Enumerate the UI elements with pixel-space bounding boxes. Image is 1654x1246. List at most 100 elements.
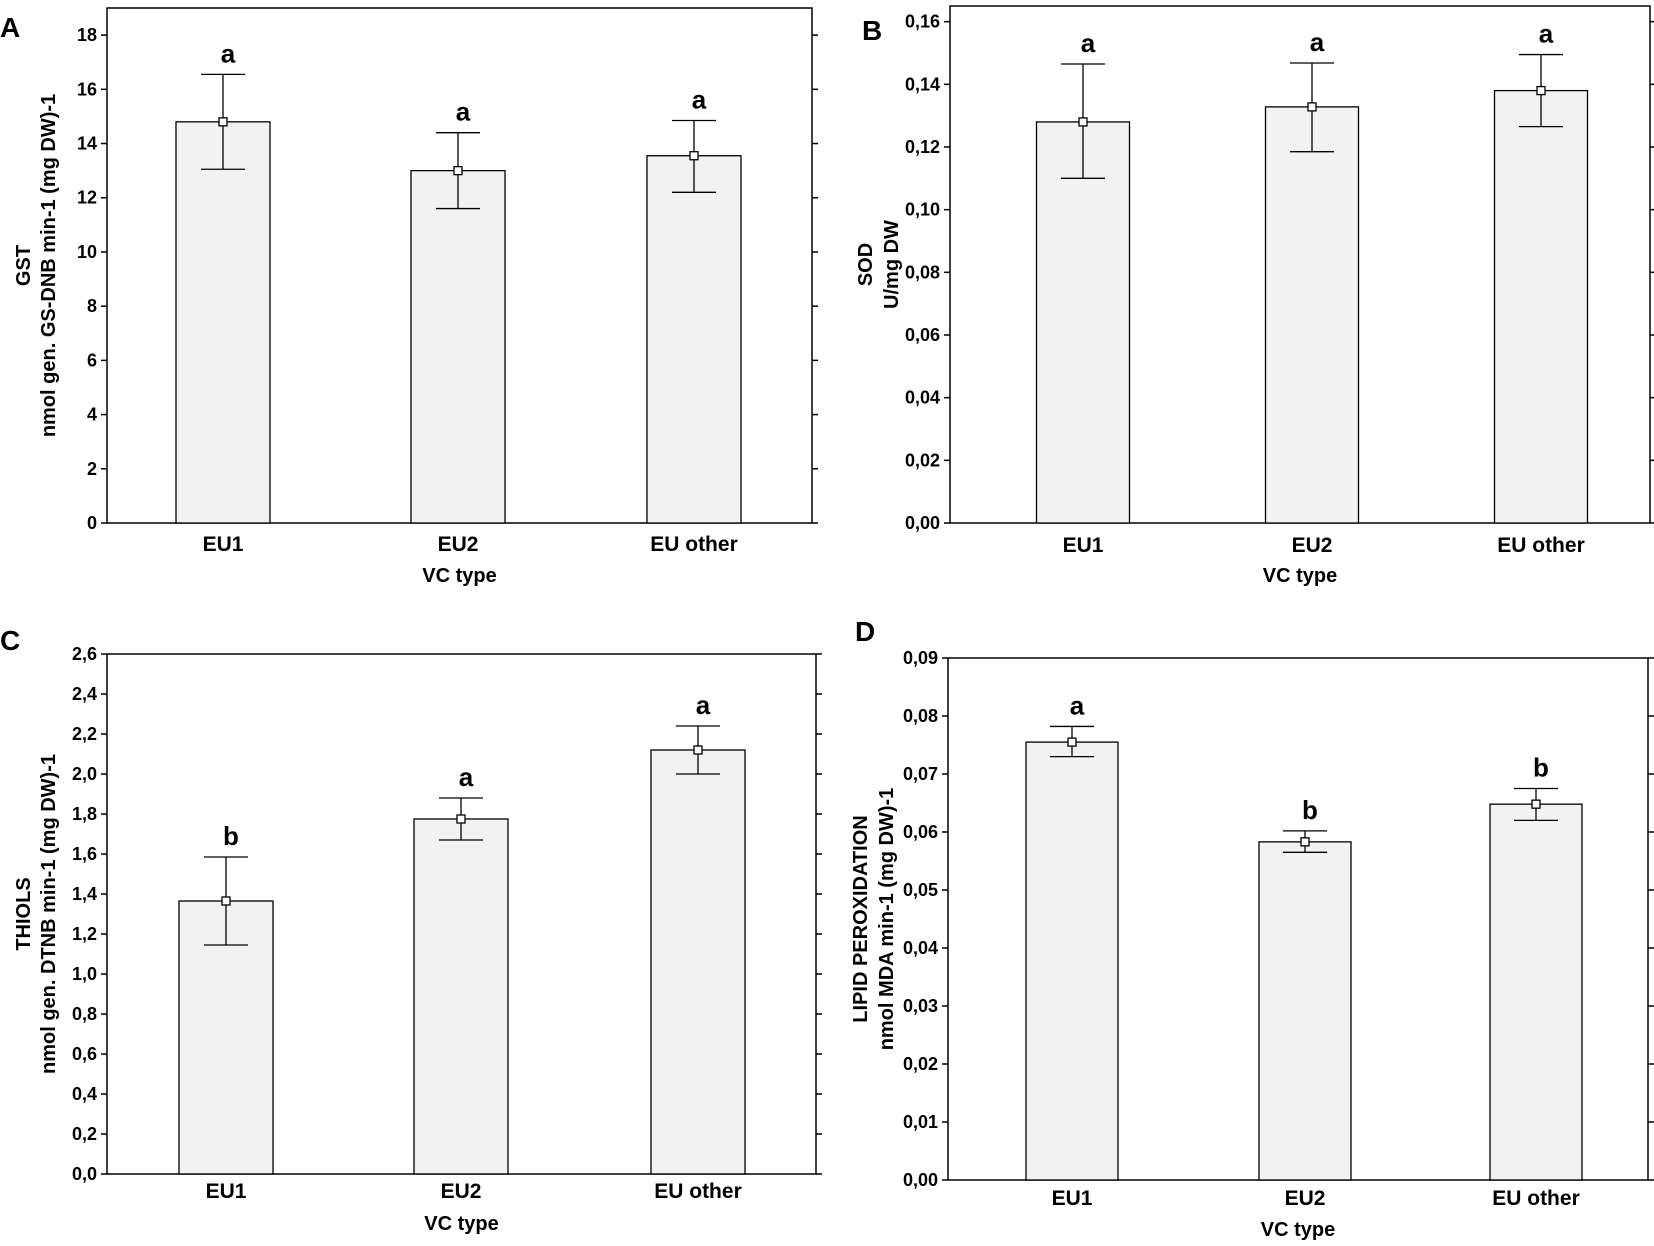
panel-letter: A xyxy=(0,12,20,43)
bar xyxy=(1489,803,1583,1181)
y-tick-label: 1,4 xyxy=(72,884,97,904)
y-tick-label: 0,14 xyxy=(905,74,940,94)
mean-marker xyxy=(693,745,703,755)
y-tick-label: 0,09 xyxy=(903,648,938,668)
y-axis-label: nmol MDA min-1 (mg DW)-1 xyxy=(876,788,898,1051)
category-label: EU2 xyxy=(1292,534,1333,557)
y-tick-label: 16 xyxy=(77,79,97,99)
y-tick-label: 1,8 xyxy=(72,804,97,824)
bar xyxy=(1493,89,1589,524)
significance-letter: a xyxy=(696,690,711,720)
y-tick-label: 0,08 xyxy=(905,262,940,282)
y-tick-label: 10 xyxy=(77,242,97,262)
y-tick-label: 0 xyxy=(87,513,97,533)
y-tick-label: 0,0 xyxy=(72,1164,97,1184)
significance-letter: a xyxy=(221,38,236,68)
category-label: EU1 xyxy=(1052,1187,1093,1210)
y-tick-label: 0,06 xyxy=(903,822,938,842)
panel-a: A 0 2 4 6 8 10 12 14 16 18 a EU1 a EU2 a EU other VC type… xyxy=(0,7,818,587)
mean-marker xyxy=(218,117,228,127)
y-tick-label: 0,00 xyxy=(903,1170,938,1190)
y-tick-label: 6 xyxy=(87,350,97,370)
bar xyxy=(1264,106,1360,524)
y-tick-label: 0,01 xyxy=(903,1112,938,1132)
panel-d: D 0,00 0,01 0,02 0,03 0,04 0,05 0,06 0,07 0,08 0,0… xyxy=(850,616,1654,1241)
y-tick-label: 4 xyxy=(87,405,97,425)
y-tick-label: 12 xyxy=(77,188,97,208)
mean-marker xyxy=(456,814,466,824)
y-tick-label: 0,2 xyxy=(72,1124,97,1144)
y-tick-label: 0,07 xyxy=(903,764,938,784)
mean-marker xyxy=(221,896,231,906)
y-tick-label: 0,02 xyxy=(903,1054,938,1074)
y-tick-label: 2,6 xyxy=(72,644,97,664)
significance-letter: a xyxy=(1081,28,1096,58)
y-tick-label: 2,0 xyxy=(72,764,97,784)
category-label: EU1 xyxy=(1063,534,1104,557)
x-axis-label: VC type xyxy=(422,565,496,587)
mean-marker xyxy=(453,165,463,176)
y-tick-label: 0,08 xyxy=(903,706,938,726)
significance-letter: a xyxy=(1070,690,1085,720)
y-tick-label: 0,06 xyxy=(905,325,940,345)
significance-letter: a xyxy=(1310,27,1325,57)
y-axis-label: nmol gen. DTNB min-1 (mg DW)-1 xyxy=(38,754,60,1074)
y-tick-label: 2,2 xyxy=(72,724,97,744)
mean-marker xyxy=(1300,837,1310,847)
significance-letter: b xyxy=(1302,795,1318,825)
category-label: EU other xyxy=(654,1180,742,1203)
y-tick-label: 0,02 xyxy=(905,450,940,470)
category-label: EU other xyxy=(650,533,738,556)
significance-letter: a xyxy=(1539,19,1554,49)
category-label: EU2 xyxy=(1285,1187,1326,1210)
y-axis-label: nmol gen. GS-DNB min-1 (mg DW)-1 xyxy=(38,94,60,437)
bar xyxy=(175,121,271,524)
y-tick-label: 2,4 xyxy=(72,684,97,704)
mean-marker xyxy=(1078,117,1088,127)
y-axis-label: U/mg DW xyxy=(881,220,903,309)
category-label: EU1 xyxy=(203,533,244,556)
y-tick-label: 2 xyxy=(87,459,97,479)
y-tick-label: 1,6 xyxy=(72,844,97,864)
x-axis-label: VC type xyxy=(424,1213,498,1235)
category-label: EU2 xyxy=(441,1180,482,1203)
panel-b: B 0,00 0,02 0,04 0,06 0,08 0,10 0,12 0,14 0,16 a EU… xyxy=(855,5,1654,587)
bar xyxy=(650,749,746,1175)
mean-marker xyxy=(689,151,699,161)
bar xyxy=(1258,841,1352,1181)
bar xyxy=(178,900,274,1175)
category-label: EU other xyxy=(1492,1187,1580,1210)
y-tick-label: 0,03 xyxy=(903,996,938,1016)
y-axis-label: LIPID PEROXIDATION xyxy=(850,815,872,1022)
y-tick-label: 18 xyxy=(77,25,97,45)
y-axis-label: THIOLS xyxy=(13,877,35,950)
bar xyxy=(1035,121,1131,524)
mean-marker xyxy=(1307,102,1317,112)
bar xyxy=(410,169,506,524)
significance-letter: b xyxy=(223,821,239,851)
y-tick-label: 0,16 xyxy=(905,12,940,32)
x-axis-label: VC type xyxy=(1263,565,1337,587)
x-axis-label: VC type xyxy=(1261,1219,1335,1241)
panel-c: C 0,0 0,2 0,4 0,6 0,8 1,0 1,2 1,4 1,6 1,8 2,0 2,2 2,4… xyxy=(0,625,822,1235)
category-label: EU1 xyxy=(206,1180,247,1203)
y-axis-label: GST xyxy=(13,245,35,286)
y-tick-label: 1,2 xyxy=(72,924,97,944)
y-tick-label: 0,00 xyxy=(905,513,940,533)
significance-letter: a xyxy=(456,97,471,127)
significance-letter: a xyxy=(459,762,474,792)
bar xyxy=(646,155,742,524)
category-label: EU2 xyxy=(438,533,479,556)
y-tick-label: 0,6 xyxy=(72,1044,97,1064)
mean-marker xyxy=(1536,85,1546,96)
y-tick-label: 0,4 xyxy=(72,1084,97,1104)
panel-letter: B xyxy=(862,15,882,46)
y-tick-label: 0,12 xyxy=(905,137,940,157)
bar xyxy=(1025,741,1119,1181)
y-tick-label: 0,05 xyxy=(903,880,938,900)
category-label: EU other xyxy=(1497,534,1585,557)
y-axis-label: SOD xyxy=(855,243,877,286)
y-tick-label: 1,0 xyxy=(72,964,97,984)
mean-marker xyxy=(1067,737,1077,747)
